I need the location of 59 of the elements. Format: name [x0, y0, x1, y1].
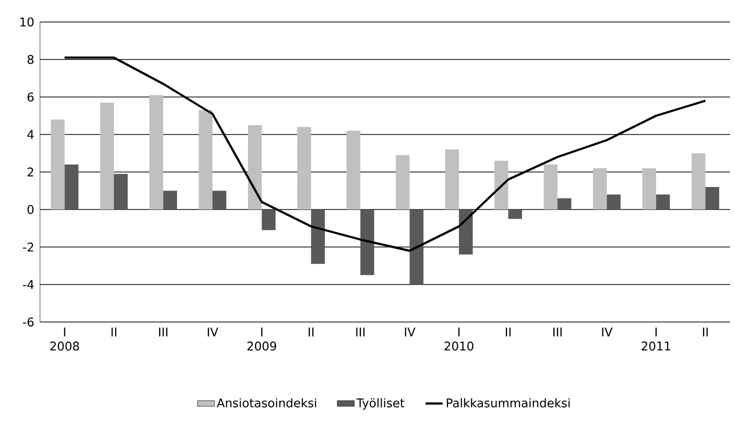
y-tick-label: 2: [28, 168, 34, 176]
bar: [544, 164, 558, 210]
x-tick-label: I: [458, 328, 460, 336]
x-tick-label: II: [308, 328, 314, 336]
text: 2009: [247, 342, 276, 351]
text: 2011: [642, 342, 670, 351]
bar: [606, 194, 621, 210]
bar: [198, 110, 213, 210]
y-tick-label: 6: [28, 92, 34, 102]
x-tick-label: I: [261, 328, 262, 336]
bar: [114, 174, 128, 210]
legend-label: Palkkasummaindeksi: [446, 398, 570, 408]
x-tick-label: III: [159, 328, 168, 336]
text: 2008: [50, 342, 80, 351]
line-series: [64, 56, 706, 252]
bar: [297, 127, 312, 210]
y-tick-label: -4: [23, 280, 34, 289]
bar: [100, 102, 114, 210]
legend-label: Ansiotasoindeksi: [216, 398, 316, 408]
bar: [396, 155, 410, 210]
y-tick-label: 4: [27, 130, 34, 139]
x-tick-label: I: [655, 328, 657, 336]
bar: [262, 210, 276, 230]
bar: [149, 95, 164, 210]
bar: [445, 150, 459, 210]
x-tick-label: I: [64, 328, 66, 336]
y-tick-label: -2: [23, 242, 34, 252]
x-tick-label: II: [506, 328, 511, 336]
bar: [346, 130, 360, 210]
bar: [494, 160, 508, 210]
bar: [410, 210, 424, 284]
x-tick-label: IV: [208, 328, 218, 336]
x-tick-label: IV: [602, 328, 613, 336]
bar: [642, 168, 656, 210]
bar: [692, 153, 706, 210]
bar: [248, 125, 262, 210]
bar: [50, 120, 65, 210]
y-tick-label: 10: [20, 17, 34, 27]
bar: [458, 210, 473, 254]
bar: [360, 210, 374, 276]
bar: [558, 198, 572, 210]
text: 2010: [444, 342, 474, 351]
legend-label: Työlliset: [356, 398, 404, 410]
bar: [212, 190, 226, 210]
bar: [508, 210, 522, 219]
y-tick-label: -6: [23, 317, 34, 327]
y-tick-label: 8: [28, 54, 34, 64]
bar: [163, 190, 178, 210]
x-tick-label: II: [112, 328, 116, 336]
bar: [592, 168, 607, 210]
bar: [656, 194, 670, 210]
bar: [64, 164, 78, 210]
bar: [705, 187, 720, 210]
x-tick-label: II: [703, 328, 708, 336]
y-tick-label: 0: [28, 204, 34, 214]
x-tick-label: III: [356, 328, 364, 336]
x-tick-label: III: [553, 328, 562, 336]
x-tick-label: IV: [404, 328, 416, 336]
bar: [311, 210, 325, 264]
